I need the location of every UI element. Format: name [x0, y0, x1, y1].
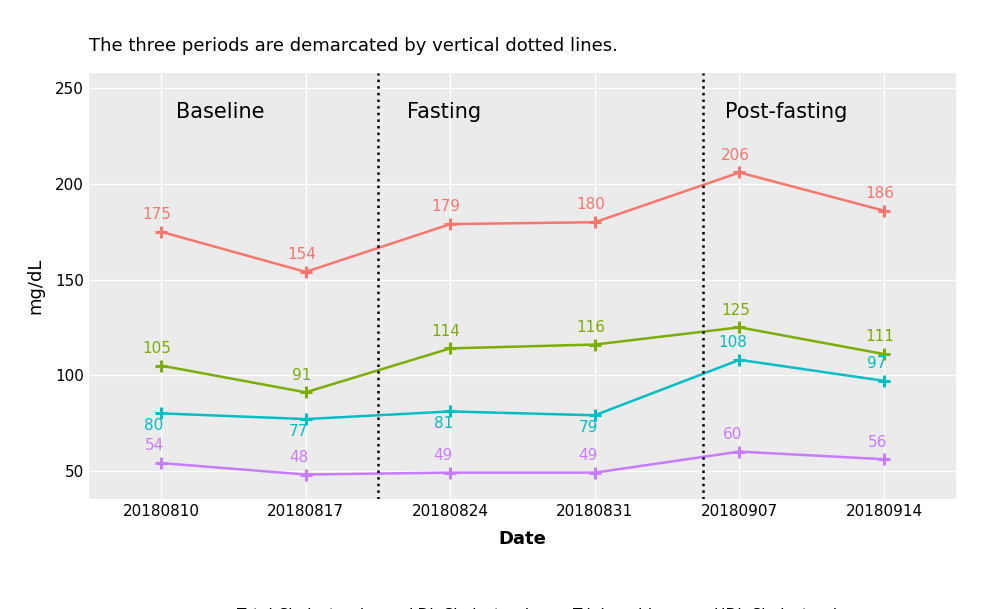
Text: 49: 49 [434, 448, 453, 463]
Line: Total Cholesterol: Total Cholesterol [155, 166, 890, 278]
Text: 175: 175 [142, 207, 172, 222]
Triglycerides [589, 412, 600, 419]
Line: LDL Cholesterol: LDL Cholesterol [155, 321, 890, 398]
HDL Cholesterol [445, 469, 457, 476]
LDL Cholesterol [155, 362, 167, 369]
Text: 114: 114 [432, 323, 460, 339]
LDL Cholesterol [879, 350, 890, 357]
HDL Cholesterol [155, 459, 167, 466]
Line: Triglycerides: Triglycerides [155, 354, 890, 425]
Line: HDL Cholesterol: HDL Cholesterol [155, 445, 890, 481]
Text: 91: 91 [292, 368, 312, 382]
Text: 97: 97 [868, 356, 886, 371]
Text: 77: 77 [289, 423, 309, 438]
Triglycerides [155, 410, 167, 417]
Text: 79: 79 [578, 420, 598, 435]
Triglycerides [300, 415, 312, 423]
Text: 105: 105 [142, 341, 172, 356]
HDL Cholesterol [300, 471, 312, 478]
Text: 108: 108 [718, 335, 747, 350]
Total Cholesterol [734, 169, 745, 176]
HDL Cholesterol [734, 448, 745, 456]
LDL Cholesterol [445, 345, 457, 352]
Total Cholesterol [300, 268, 312, 275]
Text: 179: 179 [432, 199, 460, 214]
Y-axis label: mg/dL: mg/dL [26, 258, 44, 314]
Text: 111: 111 [866, 329, 894, 344]
Text: 60: 60 [723, 427, 742, 442]
LDL Cholesterol [734, 323, 745, 331]
Text: 48: 48 [289, 450, 309, 465]
Total Cholesterol [155, 228, 167, 236]
Text: 80: 80 [145, 418, 164, 433]
Text: 81: 81 [434, 416, 453, 431]
Legend: Total Cholesterol, LDL Cholesterol, Triglycerides, HDL Cholesterol: Total Cholesterol, LDL Cholesterol, Trig… [200, 601, 845, 609]
Total Cholesterol [445, 220, 457, 228]
Text: 54: 54 [145, 438, 164, 453]
Text: 206: 206 [721, 148, 749, 163]
Text: Post-fasting: Post-fasting [725, 102, 847, 122]
HDL Cholesterol [589, 469, 600, 476]
Total Cholesterol [879, 207, 890, 214]
Text: 56: 56 [868, 434, 886, 449]
Triglycerides [445, 408, 457, 415]
Text: 125: 125 [721, 303, 749, 318]
HDL Cholesterol [879, 456, 890, 463]
LDL Cholesterol [589, 341, 600, 348]
X-axis label: Date: Date [499, 530, 546, 548]
Total Cholesterol [589, 219, 600, 226]
Text: The three periods are demarcated by vertical dotted lines.: The three periods are demarcated by vert… [89, 37, 617, 55]
Text: Fasting: Fasting [407, 102, 481, 122]
Text: 180: 180 [576, 197, 605, 213]
LDL Cholesterol [300, 389, 312, 396]
Text: 154: 154 [287, 247, 316, 262]
Triglycerides [879, 377, 890, 384]
Text: Baseline: Baseline [176, 102, 264, 122]
Triglycerides [734, 356, 745, 364]
Text: 49: 49 [578, 448, 598, 463]
Text: 116: 116 [576, 320, 605, 335]
Text: 186: 186 [866, 186, 894, 201]
